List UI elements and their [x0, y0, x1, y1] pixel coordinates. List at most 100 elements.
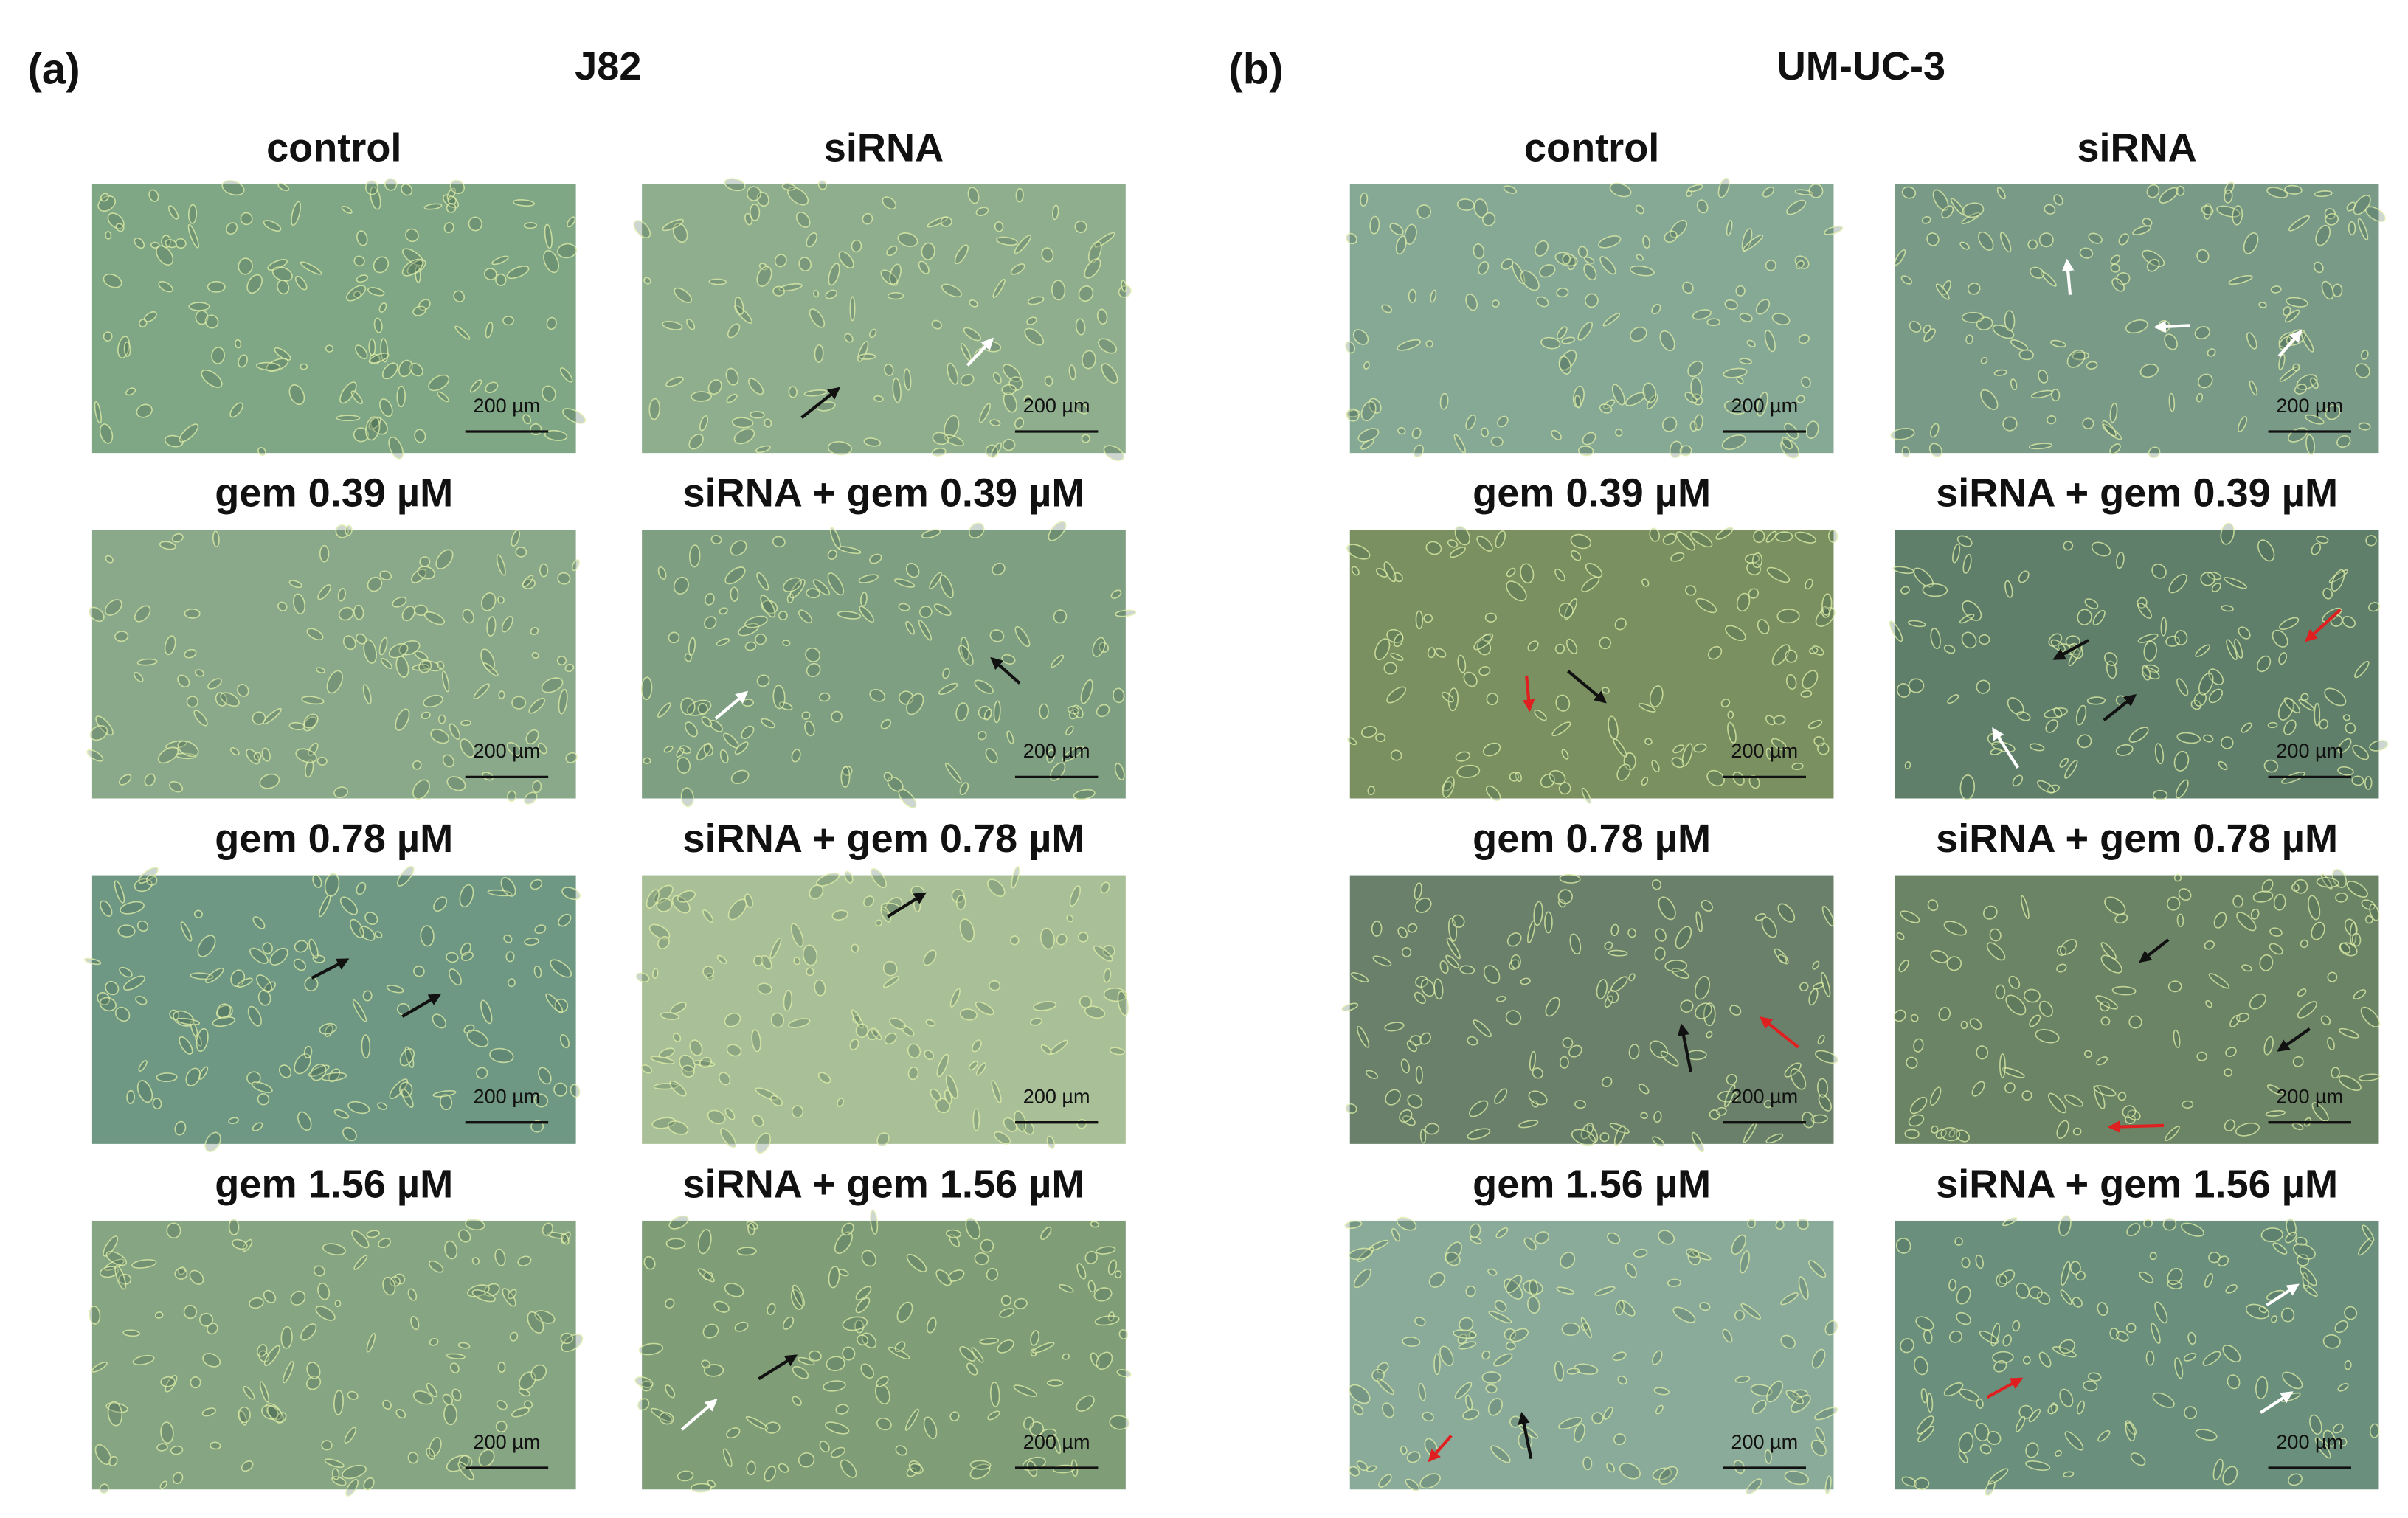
cell	[2205, 999, 2212, 1008]
cell	[1990, 748, 2002, 755]
cell	[263, 707, 282, 725]
cell	[2018, 349, 2034, 361]
cell	[689, 544, 701, 568]
cell	[257, 989, 271, 1006]
cell	[2176, 913, 2184, 927]
cell	[1430, 289, 1437, 303]
cell	[1481, 1371, 1501, 1384]
cell	[936, 1053, 949, 1078]
cell	[2293, 878, 2308, 894]
cell	[237, 684, 249, 697]
cell	[356, 274, 369, 283]
cell	[1904, 1129, 1920, 1140]
cell	[1616, 763, 1631, 781]
cell	[2196, 1051, 2207, 1061]
cell	[1459, 1317, 1474, 1332]
cell	[2060, 939, 2077, 955]
cell	[500, 877, 516, 897]
cell	[1680, 999, 1694, 1013]
cell	[2076, 1400, 2085, 1415]
cell	[1501, 258, 1514, 270]
cell	[489, 1047, 514, 1064]
cell	[1581, 787, 1592, 804]
cell	[1540, 773, 1555, 789]
cell	[2245, 1303, 2270, 1320]
cell	[1638, 703, 1656, 713]
cell	[1027, 296, 1045, 305]
cell	[351, 1230, 370, 1249]
cell	[243, 1385, 255, 1400]
cell	[827, 550, 837, 560]
cell	[738, 623, 759, 637]
cell	[1062, 1353, 1070, 1360]
cell	[193, 710, 208, 727]
cell	[2297, 988, 2307, 997]
cell	[1757, 619, 1770, 634]
cell	[861, 1250, 877, 1267]
cell	[2314, 702, 2321, 727]
cell	[511, 696, 527, 710]
cell	[350, 390, 363, 405]
cell	[1445, 1251, 1461, 1266]
cell	[2327, 1036, 2335, 1050]
cell	[442, 1393, 453, 1405]
cell	[643, 1255, 656, 1270]
cell	[2004, 310, 2016, 332]
cell	[985, 748, 998, 763]
cell	[1528, 1090, 1548, 1106]
cell	[1989, 928, 2002, 942]
cell	[468, 216, 482, 232]
image-label: siRNA + gem 0.78 µM	[683, 817, 1085, 861]
cell	[2224, 189, 2233, 204]
cell	[446, 776, 466, 791]
cell	[907, 1066, 919, 1081]
cell	[786, 593, 795, 604]
cell	[103, 273, 122, 288]
cell	[158, 280, 173, 293]
cell	[931, 319, 942, 330]
cell	[1670, 552, 1685, 562]
cell	[790, 923, 804, 948]
cell	[2002, 1334, 2012, 1347]
cell	[701, 1359, 711, 1369]
cell	[1629, 265, 1655, 277]
cell	[176, 1017, 201, 1026]
cell	[421, 711, 431, 719]
cell	[363, 639, 377, 664]
cell	[487, 889, 513, 897]
cell	[2041, 271, 2057, 287]
cell	[1980, 389, 1999, 410]
cell	[1011, 866, 1020, 889]
cell	[249, 1297, 264, 1309]
cell	[840, 766, 851, 788]
cell	[1976, 1398, 1984, 1409]
cell	[506, 266, 530, 280]
cell	[2208, 1251, 2221, 1264]
image-label: gem 0.39 µM	[215, 471, 453, 516]
cell	[439, 1094, 453, 1111]
cell	[1914, 1477, 1930, 1491]
cell	[1349, 1384, 1371, 1404]
cell	[809, 308, 826, 328]
cell	[1390, 653, 1404, 662]
cell	[83, 957, 102, 966]
cell	[1010, 935, 1020, 946]
image-label: siRNA + gem 1.56 µM	[1936, 1162, 2338, 1206]
cell	[1558, 602, 1574, 619]
cell	[2321, 280, 2334, 300]
cell	[458, 1455, 473, 1469]
cell	[2351, 932, 2362, 947]
cell	[435, 549, 454, 569]
cell	[2146, 258, 2160, 272]
cell	[336, 415, 361, 422]
cell	[640, 1380, 652, 1392]
cell	[1995, 984, 2006, 999]
cell	[138, 1059, 148, 1072]
cell	[660, 1012, 679, 1020]
cell	[378, 1238, 391, 1249]
cell	[1893, 1009, 1906, 1022]
cell	[637, 1398, 650, 1411]
cell	[851, 943, 859, 953]
scale-bar-label: 200 µm	[2276, 1431, 2343, 1453]
cell	[533, 966, 542, 978]
